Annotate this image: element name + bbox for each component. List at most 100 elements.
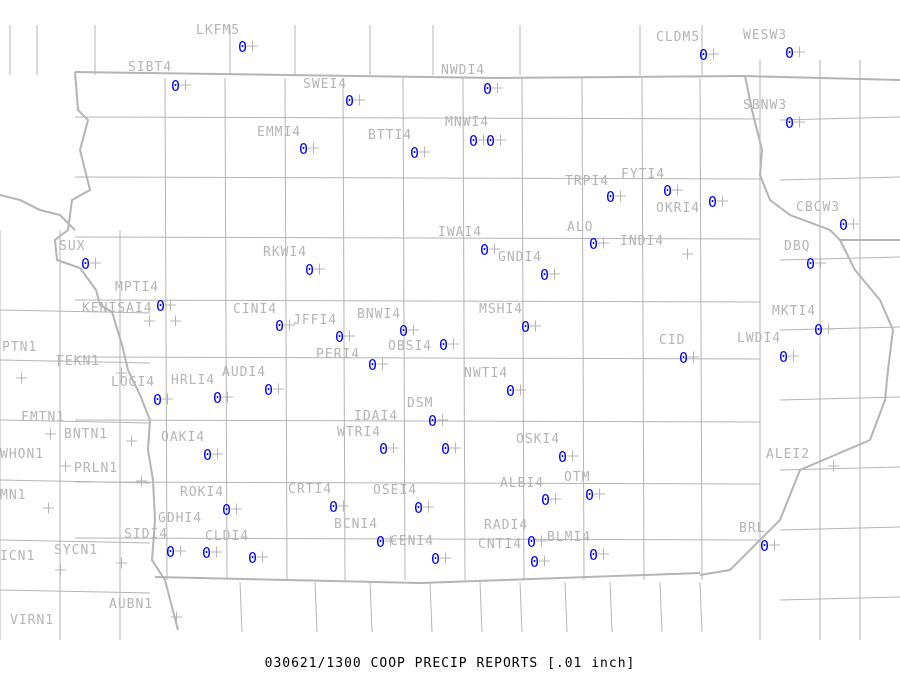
- station-peri4[interactable]: 0 PERI4: [316, 347, 388, 374]
- station-label: HRLI4: [171, 373, 215, 388]
- station-whon1[interactable]: WHON1: [0, 447, 71, 472]
- station-indi4[interactable]: INDI4: [620, 234, 693, 260]
- station-virn1[interactable]: VIRN1: [10, 613, 54, 628]
- precip-value: 0: [203, 446, 212, 464]
- station-unlabeled[interactable]: [170, 315, 181, 327]
- plus-icon: [175, 545, 186, 557]
- station-fmtn1[interactable]: FMTN1: [21, 410, 65, 440]
- plus-icon: [815, 257, 826, 269]
- county-boundary: [0, 589, 151, 594]
- station-cnti4[interactable]: 0 CNTI4: [478, 537, 550, 571]
- plus-icon: [43, 502, 54, 514]
- station-label: OBSI4: [388, 339, 432, 354]
- precip-value: 0: [264, 381, 273, 399]
- station-tekn1[interactable]: TEKN1: [53, 354, 100, 369]
- plus-icon: [116, 367, 127, 379]
- station-obsi4[interactable]: 0 OBSI4: [388, 336, 459, 354]
- station-okri4[interactable]: 0 OKRI4: [656, 193, 728, 216]
- station-sibt4[interactable]: 0 SIBT4: [128, 60, 191, 95]
- station-idai4[interactable]: 0 IDAI4: [354, 409, 461, 458]
- station-lwdi4[interactable]: 0 LWDI4: [737, 331, 799, 366]
- station-label: MSHI4: [479, 302, 523, 317]
- county-boundary: [519, 581, 523, 633]
- station-mnwi4[interactable]: 0 MNWI4: [445, 115, 489, 150]
- station-mpti4[interactable]: 0 MPTI4: [115, 280, 176, 315]
- plus-icon: [126, 435, 137, 447]
- station-ptn1[interactable]: PTN1: [2, 340, 37, 384]
- station-gdhi4[interactable]: 0 GDHI4: [158, 511, 222, 562]
- station-alei2[interactable]: ALEI2: [766, 447, 839, 472]
- county-boundary: [74, 236, 761, 240]
- station-prln1[interactable]: PRLN1: [74, 461, 147, 487]
- plus-icon: [567, 450, 578, 462]
- station-label: BNWI4: [357, 307, 401, 322]
- station-kenisai4[interactable]: KENISAI4: [82, 301, 155, 327]
- station-label: CBCW3: [796, 200, 840, 215]
- station-mkti4[interactable]: 0 MKTI4: [772, 304, 834, 339]
- station-bntn1[interactable]: BNTN1: [64, 427, 137, 447]
- precip-value: 0: [202, 544, 211, 562]
- station-label: LWDI4: [737, 331, 781, 346]
- precip-value: 0: [171, 77, 180, 95]
- county-boundary: [699, 77, 703, 581]
- station-unlabeled[interactable]: 0: [486, 132, 506, 150]
- station-sycn1[interactable]: SYCN1: [54, 543, 127, 569]
- plus-icon: [489, 243, 500, 255]
- station-label: OKRI4: [656, 201, 700, 216]
- station-unlabeled[interactable]: [116, 367, 127, 379]
- station-nwdi4[interactable]: 0 NWDI4: [441, 63, 503, 98]
- station-aubn1[interactable]: AUBN1: [109, 597, 182, 623]
- county-boundary: [779, 256, 900, 261]
- plus-icon: [549, 268, 560, 280]
- county-boundary: [74, 481, 761, 485]
- station-label: BNTN1: [64, 427, 108, 442]
- station-mn1[interactable]: MN1: [0, 488, 54, 514]
- station-label: OAKI4: [161, 430, 205, 445]
- station-label: WESW3: [743, 28, 787, 43]
- station-icn1[interactable]: ICN1: [0, 549, 66, 576]
- county-boundary: [462, 77, 466, 581]
- plus-icon: [170, 315, 181, 327]
